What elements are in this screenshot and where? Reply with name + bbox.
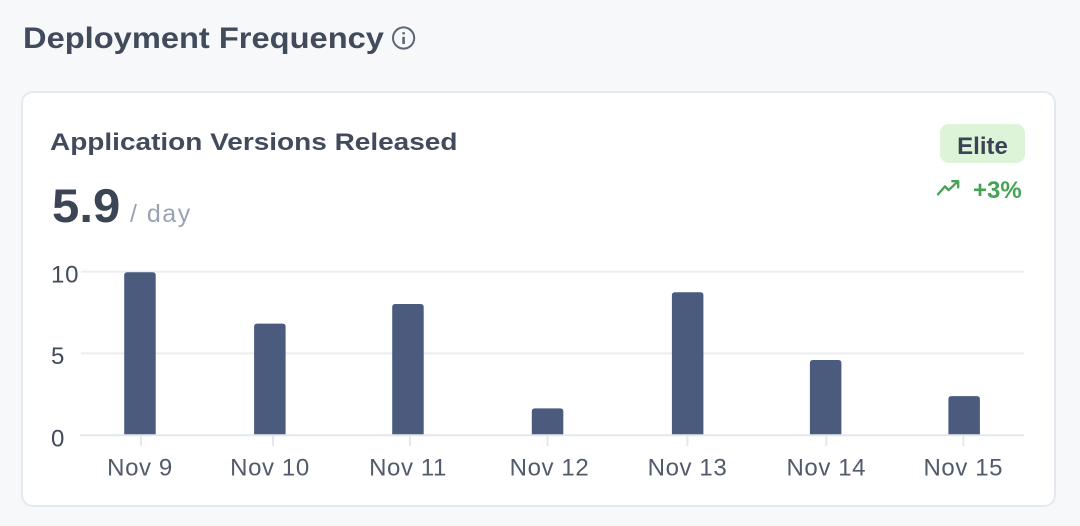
- svg-text:Nov 12: Nov 12: [510, 455, 590, 482]
- svg-text:5: 5: [51, 343, 65, 370]
- svg-text:0: 0: [51, 425, 65, 452]
- svg-text:Nov 13: Nov 13: [648, 455, 728, 482]
- svg-text:Nov 14: Nov 14: [786, 455, 866, 482]
- svg-text:10: 10: [51, 262, 79, 289]
- svg-text:Nov 9: Nov 9: [107, 455, 173, 482]
- svg-text:Nov 15: Nov 15: [923, 455, 1003, 482]
- svg-text:Nov 10: Nov 10: [230, 455, 310, 482]
- svg-text:Nov 11: Nov 11: [369, 455, 447, 482]
